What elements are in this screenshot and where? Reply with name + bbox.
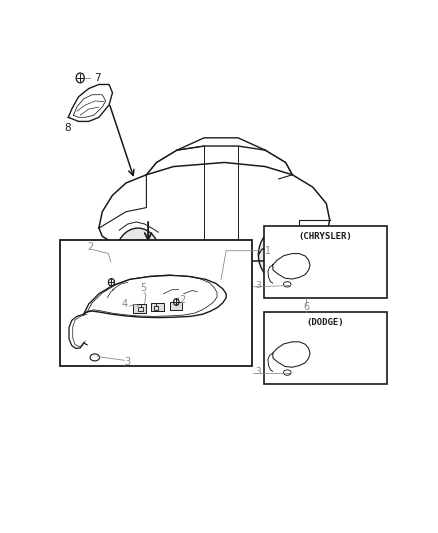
Text: 3: 3: [255, 281, 261, 290]
Text: (DODGE): (DODGE): [307, 318, 344, 327]
Bar: [133, 304, 146, 313]
Bar: [152, 303, 164, 311]
Text: 3: 3: [255, 367, 261, 376]
Circle shape: [116, 228, 160, 281]
Text: 8: 8: [64, 123, 71, 133]
Text: 3: 3: [125, 357, 131, 367]
Text: 6: 6: [303, 302, 309, 312]
Bar: [138, 308, 143, 311]
Bar: [170, 302, 182, 310]
Text: 2: 2: [179, 295, 185, 305]
Text: 4: 4: [121, 299, 127, 309]
Text: 2: 2: [87, 241, 94, 252]
Bar: [60, 240, 251, 366]
Text: 5: 5: [140, 284, 146, 294]
Bar: [154, 306, 158, 310]
Text: 7: 7: [94, 73, 100, 83]
Text: (CHRYSLER): (CHRYSLER): [299, 232, 352, 241]
Circle shape: [258, 228, 303, 281]
Bar: [264, 226, 387, 298]
Bar: [264, 312, 387, 384]
Text: 1: 1: [265, 246, 271, 256]
